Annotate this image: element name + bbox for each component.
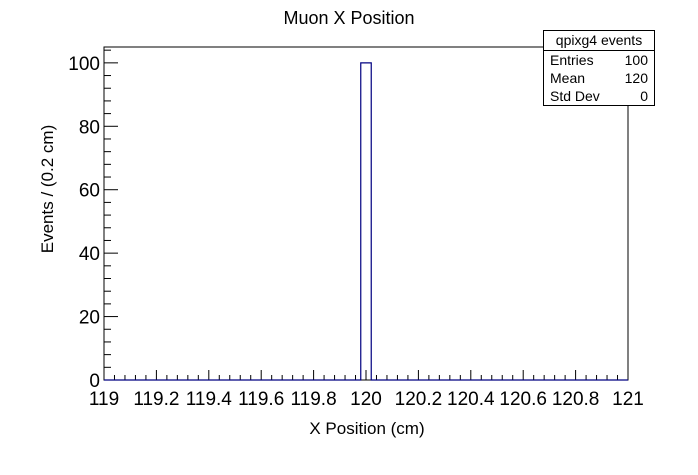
y-tick-label: 0 [89, 371, 100, 392]
stats-label: Mean [550, 70, 586, 86]
histogram-bar [104, 62, 628, 381]
stats-value: 120 [624, 70, 648, 86]
stats-box: qpixg4 events Entries 100 Mean 120 Std D… [543, 30, 655, 106]
x-tick-label: 119.2 [133, 389, 179, 410]
stats-title: qpixg4 events [544, 31, 654, 51]
x-tick-label: 120.4 [447, 389, 495, 410]
y-tick-label: 20 [79, 308, 100, 329]
x-tick-label: 119.6 [238, 389, 284, 410]
histogram-bars [104, 62, 628, 381]
y-tick-label: 100 [68, 54, 100, 75]
x-tick-label: 119.8 [291, 389, 337, 410]
y-axis-label: Events / (0.2 cm) [38, 125, 57, 253]
x-tick-label: 119.4 [186, 389, 233, 410]
x-tick-label: 120 [350, 389, 382, 410]
y-tick-label: 60 [79, 181, 100, 202]
stats-value: 100 [624, 52, 648, 68]
x-axis-label: X Position (cm) [309, 419, 424, 438]
x-axis: 119 119.2 119.4 119.6 119.8 120 120.2 120.4 120.… [89, 370, 644, 410]
x-tick-label: 121 [612, 389, 644, 410]
stats-label: Std Dev [550, 88, 600, 104]
stats-label: Entries [550, 52, 594, 68]
y-axis: 0 20 40 60 80 100 [68, 49, 118, 392]
stats-row-entries: Entries 100 [544, 51, 654, 69]
y-tick-label: 40 [79, 244, 100, 265]
stats-row-mean: Mean 120 [544, 69, 654, 87]
x-tick-label: 120.2 [395, 389, 443, 410]
chart-title: Muon X Position [283, 8, 414, 28]
x-tick-label: 120.6 [499, 389, 547, 410]
stats-row-std-dev: Std Dev 0 [544, 87, 654, 105]
x-tick-label: 120.8 [552, 389, 600, 410]
stats-value: 0 [640, 88, 648, 104]
y-tick-label: 80 [79, 117, 100, 138]
x-tick-label: 119 [89, 389, 119, 410]
